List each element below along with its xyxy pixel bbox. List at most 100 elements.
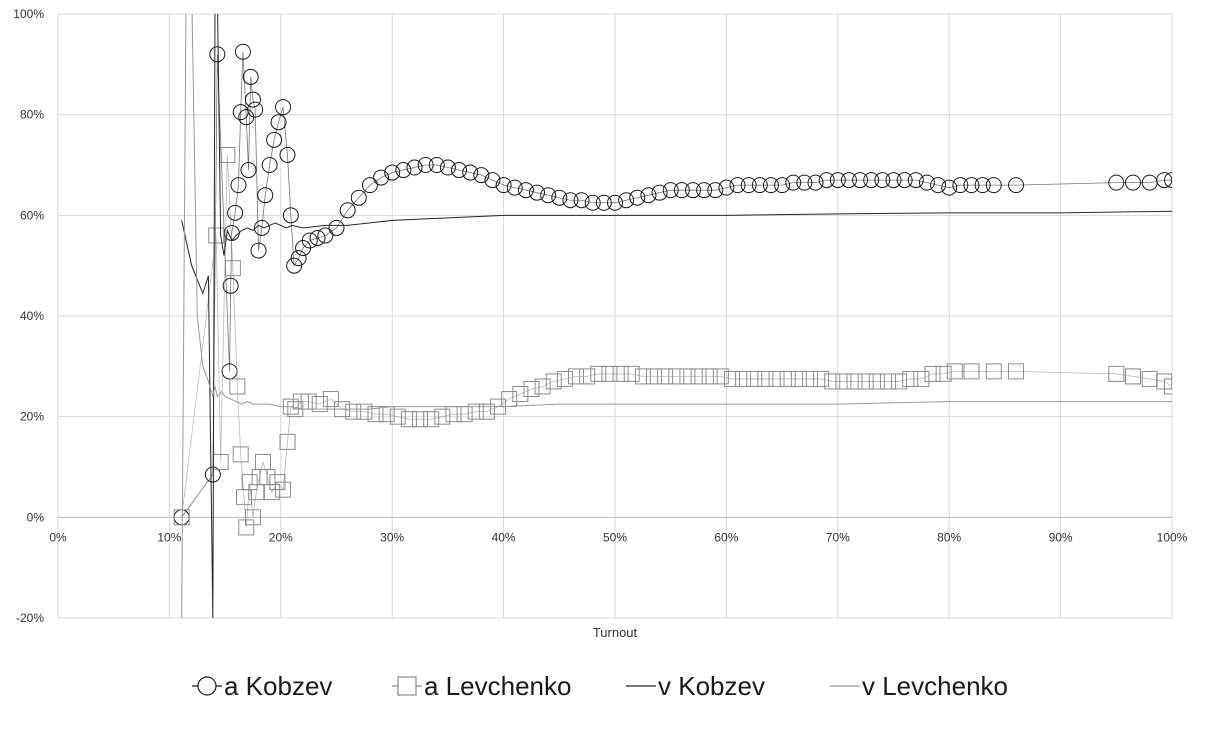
data-point-a-levchenko xyxy=(963,363,980,380)
data-point-a-levchenko xyxy=(668,368,685,385)
data-point-a-levchenko xyxy=(208,227,225,244)
data-point-a-kobzev xyxy=(244,91,261,108)
data-point-a-kobzev xyxy=(290,250,307,267)
x-tick-label: 0% xyxy=(49,530,67,544)
data-point-a-levchenko xyxy=(467,403,484,420)
data-point-a-levchenko xyxy=(879,373,896,390)
data-point-a-kobzev xyxy=(607,194,623,211)
legend: a Kobzev a Levchenko v Kobzev v Levchenko xyxy=(192,671,1008,701)
series-v-kobzev xyxy=(181,14,1172,618)
series-line-v-levchenko xyxy=(181,14,1172,618)
data-point-a-kobzev xyxy=(266,131,283,148)
data-point-a-levchenko xyxy=(712,368,729,385)
y-tick-label: -20% xyxy=(16,611,44,625)
data-point-a-levchenko xyxy=(367,406,384,423)
data-point-a-kobzev xyxy=(707,182,724,199)
data-point-a-kobzev xyxy=(222,277,239,294)
data-point-a-kobzev xyxy=(373,169,390,186)
legend-item-v-levchenko: v Levchenko xyxy=(830,671,1008,701)
data-point-a-kobzev xyxy=(209,46,226,63)
data-point-a-levchenko xyxy=(723,370,740,387)
y-tick-label: 0% xyxy=(27,510,45,524)
data-point-a-levchenko xyxy=(345,403,362,420)
data-point-a-levchenko xyxy=(512,386,529,403)
data-point-a-kobzev xyxy=(696,182,713,199)
data-point-a-levchenko xyxy=(279,433,296,450)
x-tick-label: 50% xyxy=(603,530,627,544)
data-point-a-kobzev xyxy=(451,162,468,179)
data-point-a-kobzev xyxy=(286,257,303,274)
legend-item-a-levchenko: a Levchenko xyxy=(392,671,571,701)
data-point-a-kobzev xyxy=(941,179,958,196)
legend-label: a Kobzev xyxy=(224,671,332,701)
data-point-a-levchenko xyxy=(824,373,841,390)
data-point-a-kobzev xyxy=(1008,177,1025,194)
data-point-a-kobzev xyxy=(985,177,1002,194)
series-line-v-kobzev xyxy=(181,14,1172,618)
data-point-a-levchenko xyxy=(835,373,852,390)
data-point-a-kobzev xyxy=(673,182,690,199)
data-point-a-kobzev xyxy=(785,174,802,191)
series-trace-a-kobzev xyxy=(181,51,1172,518)
x-tick-label: 20% xyxy=(269,530,293,544)
data-point-a-levchenko xyxy=(768,370,785,387)
data-point-a-kobzev xyxy=(279,146,296,163)
data-point-a-levchenko xyxy=(224,260,241,277)
data-point-a-levchenko xyxy=(568,368,585,385)
data-point-a-levchenko xyxy=(1108,365,1125,382)
data-point-a-levchenko xyxy=(378,406,395,423)
series-a-levchenko xyxy=(173,146,1172,536)
data-point-a-levchenko xyxy=(701,368,718,385)
data-point-a-kobzev xyxy=(417,157,434,173)
data-point-a-levchenko xyxy=(322,391,339,408)
data-point-a-kobzev xyxy=(328,219,345,236)
y-tick-label: 100% xyxy=(13,7,44,21)
data-point-a-kobzev xyxy=(282,207,299,224)
data-point-a-kobzev xyxy=(250,242,267,259)
data-point-a-kobzev xyxy=(963,177,980,194)
legend-swatch-marker xyxy=(397,676,417,696)
x-tick-label: 90% xyxy=(1049,530,1073,544)
data-point-a-kobzev xyxy=(852,172,869,189)
data-point-a-levchenko xyxy=(985,363,1002,380)
data-point-a-kobzev xyxy=(301,232,318,249)
data-point-a-levchenko xyxy=(857,373,874,390)
data-point-a-kobzev xyxy=(662,182,679,199)
data-point-a-levchenko xyxy=(645,368,662,385)
data-point-a-levchenko xyxy=(579,368,596,385)
data-point-a-kobzev xyxy=(242,68,259,85)
data-point-a-kobzev xyxy=(718,179,735,196)
data-point-a-levchenko xyxy=(779,370,796,387)
data-point-a-levchenko xyxy=(1008,363,1025,380)
data-point-a-kobzev xyxy=(240,162,257,179)
data-point-a-kobzev xyxy=(234,43,251,60)
data-point-a-kobzev xyxy=(896,172,913,189)
data-point-a-levchenko xyxy=(690,368,707,385)
data-point-a-kobzev xyxy=(529,184,546,201)
data-point-a-kobzev xyxy=(309,229,326,246)
data-point-a-levchenko xyxy=(868,373,885,390)
data-point-a-kobzev xyxy=(595,194,612,211)
data-point-a-kobzev xyxy=(227,204,244,221)
data-point-a-kobzev xyxy=(629,189,646,206)
data-point-a-kobzev xyxy=(684,182,701,199)
data-point-a-kobzev xyxy=(384,164,401,181)
data-point-a-kobzev xyxy=(818,172,835,189)
data-point-a-levchenko xyxy=(746,370,763,387)
data-point-a-levchenko xyxy=(946,363,963,380)
y-tick-label: 60% xyxy=(20,208,44,222)
y-tick-label: 80% xyxy=(20,108,44,122)
data-point-a-levchenko xyxy=(913,370,930,387)
data-point-a-kobzev xyxy=(439,159,456,176)
data-point-a-levchenko xyxy=(263,484,280,501)
data-point-a-levchenko xyxy=(757,370,774,387)
data-point-a-levchenko xyxy=(244,509,261,526)
data-point-a-levchenko xyxy=(623,365,640,382)
data-point-a-kobzev xyxy=(275,99,292,116)
data-point-a-levchenko xyxy=(813,370,830,387)
x-tick-label: 40% xyxy=(492,530,516,544)
data-point-a-kobzev xyxy=(551,189,568,206)
data-point-a-levchenko xyxy=(478,403,495,420)
data-point-a-levchenko xyxy=(1141,370,1158,387)
data-point-a-levchenko xyxy=(423,411,440,428)
